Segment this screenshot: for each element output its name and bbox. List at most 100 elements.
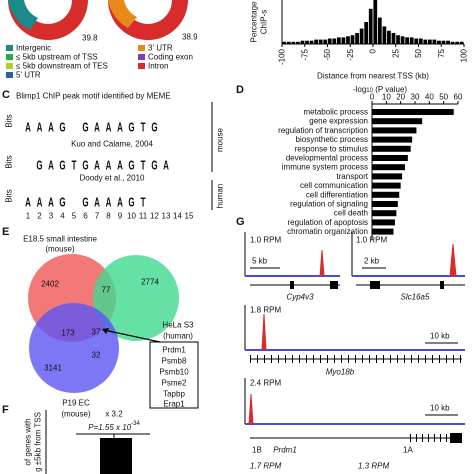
x-tick-label: 0 [369,48,378,53]
rpm-label: 1.8 RPM [250,306,281,315]
x-label-part: -log [353,85,366,94]
category-label: cell differentiation [306,190,368,199]
category-label: chromatin organization [287,227,368,236]
position-label: 7 [95,212,100,221]
motif-letter: G [128,196,134,210]
legend-label: Intergenic [16,44,51,53]
track: 2.4 RPM 10 kb 1B Prdm1 1A [244,378,465,455]
x-tick-label: -50 [323,48,332,60]
category-label: regulation of apoptosis [288,218,369,227]
category-label: immune system process [282,163,368,172]
motif-letter: A [25,196,31,210]
y-label: Bits [5,189,14,202]
x-label-part: (P value) [373,85,407,94]
motif-letter: A [106,159,112,173]
motif-letter: A [106,121,112,135]
bar [446,40,450,44]
set-label: (mouse) [45,245,75,254]
panel-letter: G [236,216,245,228]
x-label: -log10 (P value) [353,85,407,95]
gene: Psmb10 [159,368,189,377]
bar [437,40,441,44]
y-label: of genes with [24,418,33,465]
bar [372,127,417,134]
rpm-label: 1.0 RPM [250,236,281,245]
bar [373,0,378,44]
bar [305,40,309,44]
x-tick-label: 50 [414,48,423,57]
motif-letter: G [128,121,134,135]
bar [428,39,432,44]
motif-letter: A [48,196,54,210]
panel-letter: C [2,89,10,101]
gene-name: Myo18b [326,368,355,377]
legend-swatch [138,45,145,51]
motif-caption: Kuo and Calame, 2004 [71,140,153,149]
donut-ring [108,0,137,28]
bar [372,182,401,189]
peak [261,313,267,351]
venn-circle [29,303,119,393]
panel-letter: D [236,84,244,96]
x-tick-label: 60 [454,93,463,102]
legend: Intergenic ≤ 5kb upstream of TSS ≤ 5kb d… [6,44,193,80]
x-tick-label: -75 [300,48,309,60]
y-label: g ±5kb from TSS [34,412,43,472]
exon-label: 1B [252,446,262,455]
gene: Psmb8 [162,357,187,366]
bar [355,33,359,44]
position-label: 12 [150,212,159,221]
exon [330,281,338,289]
motif-letter: G [59,159,65,173]
x-tick-label: 25 [391,48,400,57]
position-label: 14 [173,212,182,221]
position-label: 5 [72,212,77,221]
venn-count: 3141 [44,364,62,373]
rpm-label: 2.4 RPM [250,379,281,388]
bar [372,155,408,161]
bar [368,8,373,45]
bar [414,38,419,44]
position-label: 6 [83,212,88,221]
rpm-label: 1.0 RPM [356,236,387,245]
gene: Tapbp [163,390,185,399]
position-label: 15 [185,212,194,221]
x-tick-label: 40 [425,93,434,102]
x-label: Distance from nearest TSS (kb) [317,72,429,81]
panel-e: E E18.5 small intestine (mouse) 2402 77 … [2,226,199,419]
category-label: cell communication [300,181,368,190]
exon [440,281,444,289]
peak [319,249,325,277]
legend-swatch [6,54,13,60]
legend-label: 3' UTR [148,44,173,53]
position-label: 13 [162,212,171,221]
position-label: 2 [37,212,42,221]
panel-letter: F [2,404,9,416]
bar [405,37,409,44]
rpm-label: 1.3 RPM [358,462,389,471]
bar [377,17,382,44]
bar [441,40,446,44]
legend-swatch [6,63,13,69]
position-label: 10 [127,212,136,221]
set-label: (human) [163,332,193,341]
motif-letter: A [37,121,43,135]
bar [391,33,396,44]
exon-label: 1A [403,446,413,455]
bar [350,35,355,44]
bar [296,41,300,44]
legend-label: Coding exon [148,53,193,62]
motif-letter: A [94,159,100,173]
position-label: 3 [49,212,54,221]
exon [450,433,462,443]
motif-letter: G [82,159,88,173]
peak [248,393,254,425]
bar [382,26,387,44]
bar [359,28,364,44]
motif-letter: A [94,196,100,210]
bar [282,41,287,44]
bar [300,40,305,44]
peak [449,243,457,277]
x-tick-label: 50 [439,93,448,102]
